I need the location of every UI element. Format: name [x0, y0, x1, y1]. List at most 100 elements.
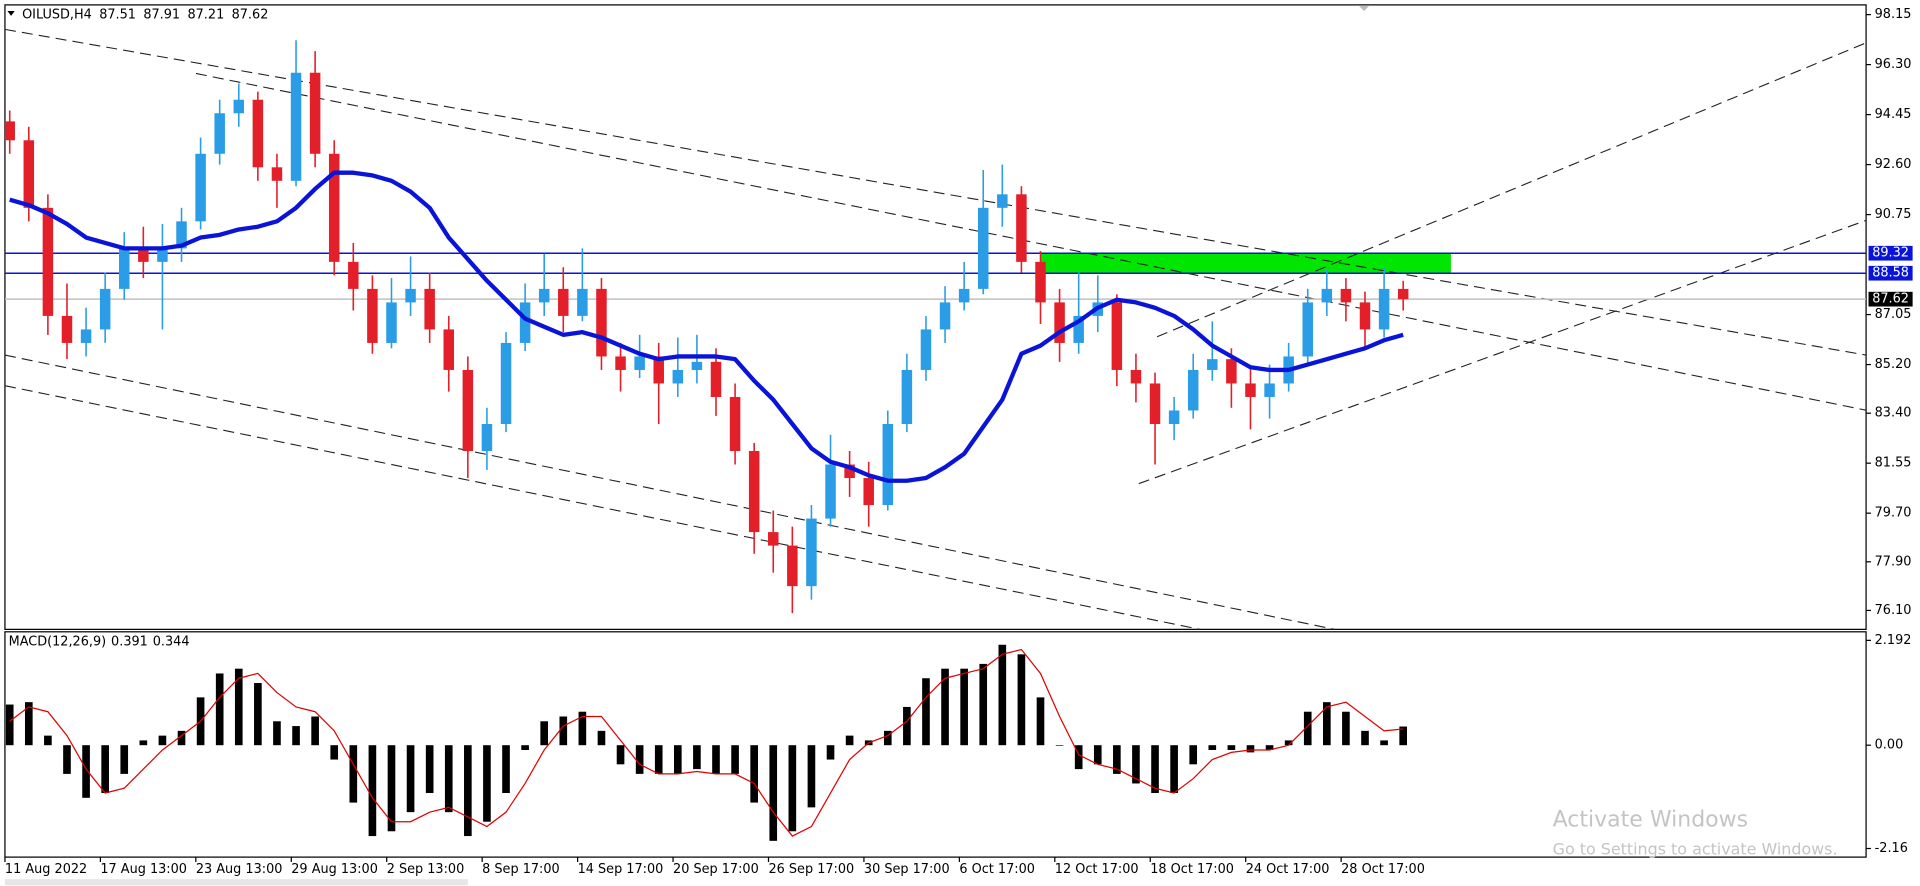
x-tick-label: 2 Sep 13:00: [387, 862, 465, 877]
macd-bar: [273, 721, 281, 746]
candle-body: [4, 121, 15, 141]
last-bar-close: 87.62: [232, 7, 269, 22]
macd-bar: [769, 745, 778, 841]
candle-body: [1130, 369, 1142, 384]
candle-body: [1111, 302, 1123, 370]
price-tag: [1868, 245, 1913, 261]
candle-body: [1245, 383, 1256, 397]
macd-bar: [502, 745, 510, 794]
candle-body: [519, 302, 531, 343]
candle-body: [1168, 410, 1180, 424]
macd-bar: [1055, 745, 1064, 746]
macd-bar: [559, 716, 568, 746]
candle-body: [481, 423, 493, 452]
y-tick-label: 96.30: [1875, 57, 1912, 72]
candle-body: [863, 478, 874, 506]
candle-body: [157, 248, 168, 262]
y-tick-label: 98.15: [1875, 7, 1912, 22]
x-tick-label: 20 Sep 17:00: [673, 862, 759, 877]
macd-bar: [368, 745, 377, 837]
zone-layer: [1040, 253, 1451, 274]
symbol-title: OILUSD,H4 87.51 87.91 87.21 87.62: [22, 7, 268, 22]
candle-body: [596, 288, 607, 357]
x-tick-label: 12 Oct 17:00: [1055, 862, 1139, 877]
x-tick-label: 6 Oct 17:00: [959, 862, 1035, 877]
macd-bar: [903, 706, 911, 746]
candle-body: [577, 288, 588, 316]
main-pane-frame: [4, 4, 1867, 630]
candle-body: [1054, 302, 1065, 343]
macd-bar: [406, 745, 415, 813]
macd-bar: [788, 745, 797, 832]
macd-bar: [1265, 745, 1274, 750]
macd-bar: [311, 716, 319, 746]
candle-body: [1016, 194, 1027, 262]
trendline: [195, 72, 1867, 411]
macd-bar: [1399, 726, 1407, 746]
macd-bar: [1189, 745, 1198, 765]
x-tick-label: 26 Sep 17:00: [768, 862, 854, 877]
candle-body: [538, 288, 550, 303]
candle-body: [825, 464, 836, 519]
macd-bar: [1361, 730, 1369, 746]
candle-body: [233, 99, 245, 114]
signal-value: 0.344: [153, 634, 190, 649]
y-tick-label: 87.05: [1875, 307, 1912, 322]
y-tick-label: 90.75: [1875, 207, 1912, 222]
candle-body: [1321, 288, 1333, 303]
shift-marker: [1359, 6, 1369, 12]
macd-bar: [1380, 740, 1388, 746]
macd-bar: [1246, 745, 1255, 753]
macd-bar: [177, 730, 186, 746]
y-tick-label: 79.70: [1875, 506, 1912, 521]
candle-body: [1149, 383, 1161, 424]
x-tick-label: 30 Sep 17:00: [864, 862, 950, 877]
y-tick-label: 83.40: [1875, 406, 1912, 421]
x-tick-label: 23 Aug 13:00: [196, 862, 283, 877]
menu-triangle[interactable]: [7, 11, 15, 16]
candle-body: [939, 302, 951, 330]
macd-bar: [82, 745, 90, 798]
x-tick-label: 24 Oct 17:00: [1246, 862, 1330, 877]
macd-bar: [464, 745, 472, 837]
candle-body: [768, 532, 779, 546]
y-tick-label: 94.45: [1875, 107, 1912, 122]
macd-bar: [521, 745, 529, 750]
y-tick-label: 81.55: [1875, 456, 1912, 471]
indicator-name: MACD(12,26,9): [9, 634, 107, 649]
macd-bar: [1093, 745, 1102, 765]
macd-bar: [922, 678, 930, 746]
y-tick-label: 77.90: [1875, 554, 1912, 569]
candle-body: [405, 288, 416, 303]
price-layer: [4, 40, 1867, 614]
scrollbar[interactable]: [4, 879, 468, 886]
candle-body: [691, 361, 703, 370]
candle-body: [634, 356, 645, 370]
macd-bar: [979, 663, 988, 746]
macd-bar: [750, 745, 758, 803]
candle-body: [1397, 288, 1409, 300]
macd-bar: [444, 745, 453, 813]
candle-body: [99, 288, 111, 330]
last-bar-high: 87.91: [143, 7, 180, 22]
y-tick-label: 2.192: [1875, 633, 1912, 648]
macd-bar: [540, 721, 549, 746]
macd-bar: [616, 745, 625, 765]
macd-pane-frame: [4, 631, 1867, 858]
x-tick-label: 17 Aug 13:00: [100, 862, 187, 877]
macd-bar: [1151, 745, 1159, 794]
candle-body: [61, 315, 73, 343]
macd-bar: [1208, 745, 1217, 750]
symbol: OILUSD,H4: [22, 7, 92, 22]
trendline: [1138, 219, 1867, 485]
x-tick-label: 28 Oct 17:00: [1341, 862, 1425, 877]
macd-value: 0.391: [111, 634, 148, 649]
macd-bar: [44, 735, 52, 746]
macd-bar: [673, 745, 682, 774]
macd-bar: [998, 644, 1007, 746]
candle-body: [901, 369, 913, 424]
candle-body: [252, 99, 264, 168]
price-tag: [1868, 291, 1913, 307]
